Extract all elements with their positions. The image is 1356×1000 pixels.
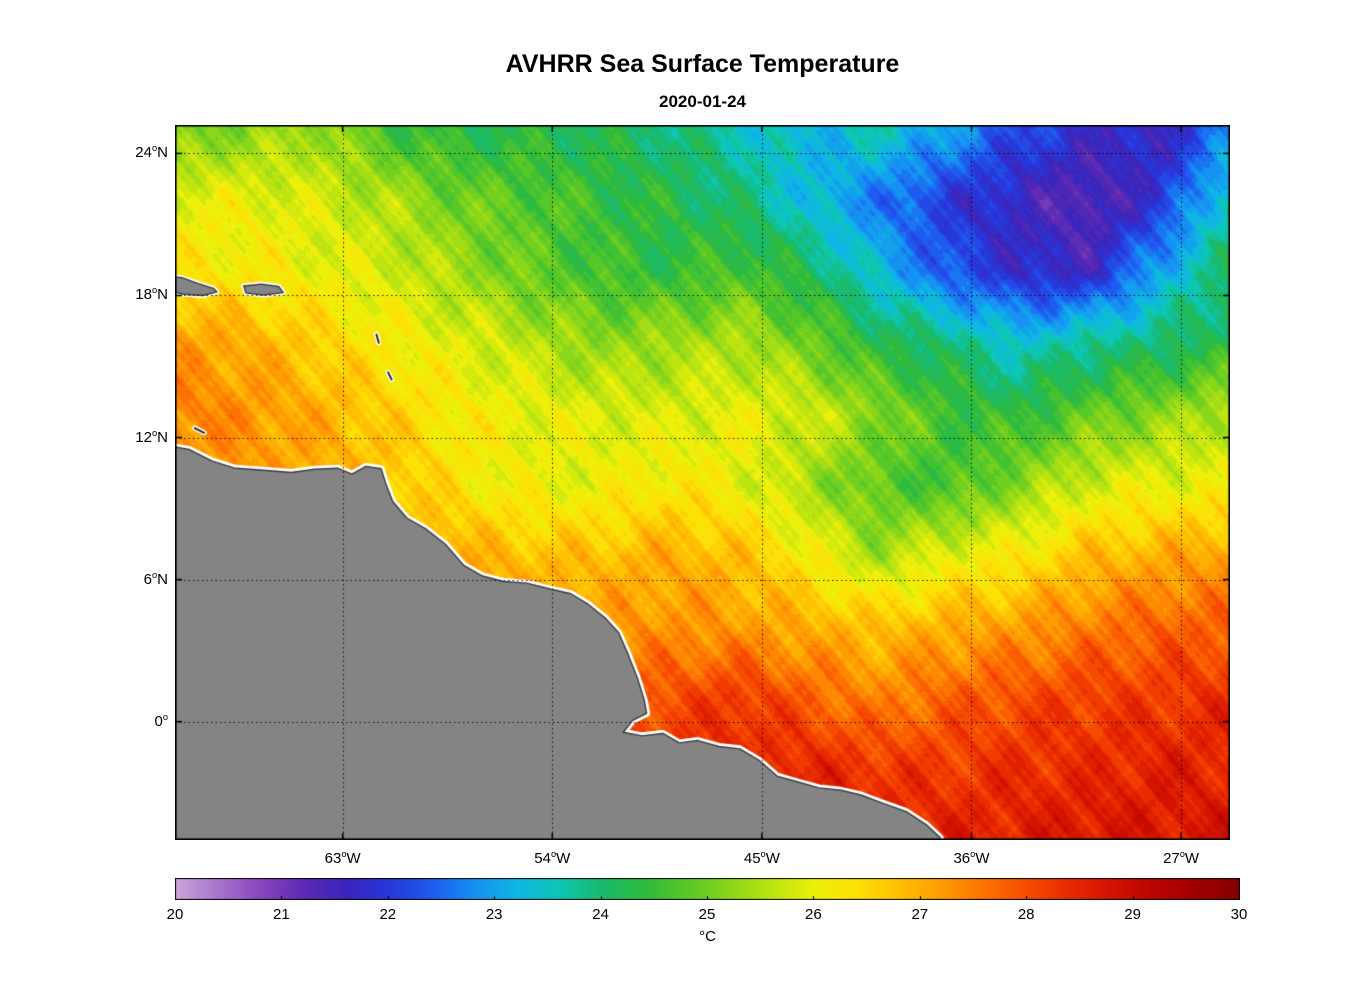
colorbar-tick-label: 30 (1230, 906, 1248, 923)
x-tick-label: 54oW (534, 849, 571, 867)
y-tick-label: 6oN (143, 569, 168, 588)
colorbar-tick-label: 26 (805, 906, 822, 923)
colorbar-gradient (175, 878, 1240, 900)
x-tick-label: 45oW (743, 849, 780, 867)
chart-date-subtitle: 2020-01-24 (659, 92, 746, 111)
y-tick-label: 24oN (135, 143, 168, 162)
y-tick-label: 12oN (135, 427, 168, 446)
colorbar-tick-label: 25 (698, 906, 716, 923)
colorbar-tick-label: 27 (911, 906, 929, 923)
x-tick-label: 63oW (324, 849, 361, 867)
colorbar-tick-label: 24 (592, 906, 609, 923)
y-tick-label: 0o (154, 711, 168, 730)
y-tick-label: 18oN (135, 285, 168, 304)
chart-title: AVHRR Sea Surface Temperature (505, 50, 900, 78)
x-tick-label: 27oW (1163, 849, 1200, 867)
x-tick-label: 36oW (953, 849, 990, 867)
colorbar-tick-label: 23 (485, 906, 503, 923)
colorbar-tick-label: 29 (1124, 906, 1141, 923)
colorbar-tick-label: 22 (379, 906, 397, 923)
colorbar-tick-label: 21 (273, 906, 290, 923)
colorbar-tick-label: 28 (1017, 906, 1035, 923)
colorbar (175, 878, 1240, 900)
colorbar-unit-label: °C (699, 928, 716, 945)
map-axes (175, 125, 1230, 840)
colorbar-tick-label: 20 (166, 906, 184, 923)
sst-heatmap-canvas (175, 125, 1230, 840)
